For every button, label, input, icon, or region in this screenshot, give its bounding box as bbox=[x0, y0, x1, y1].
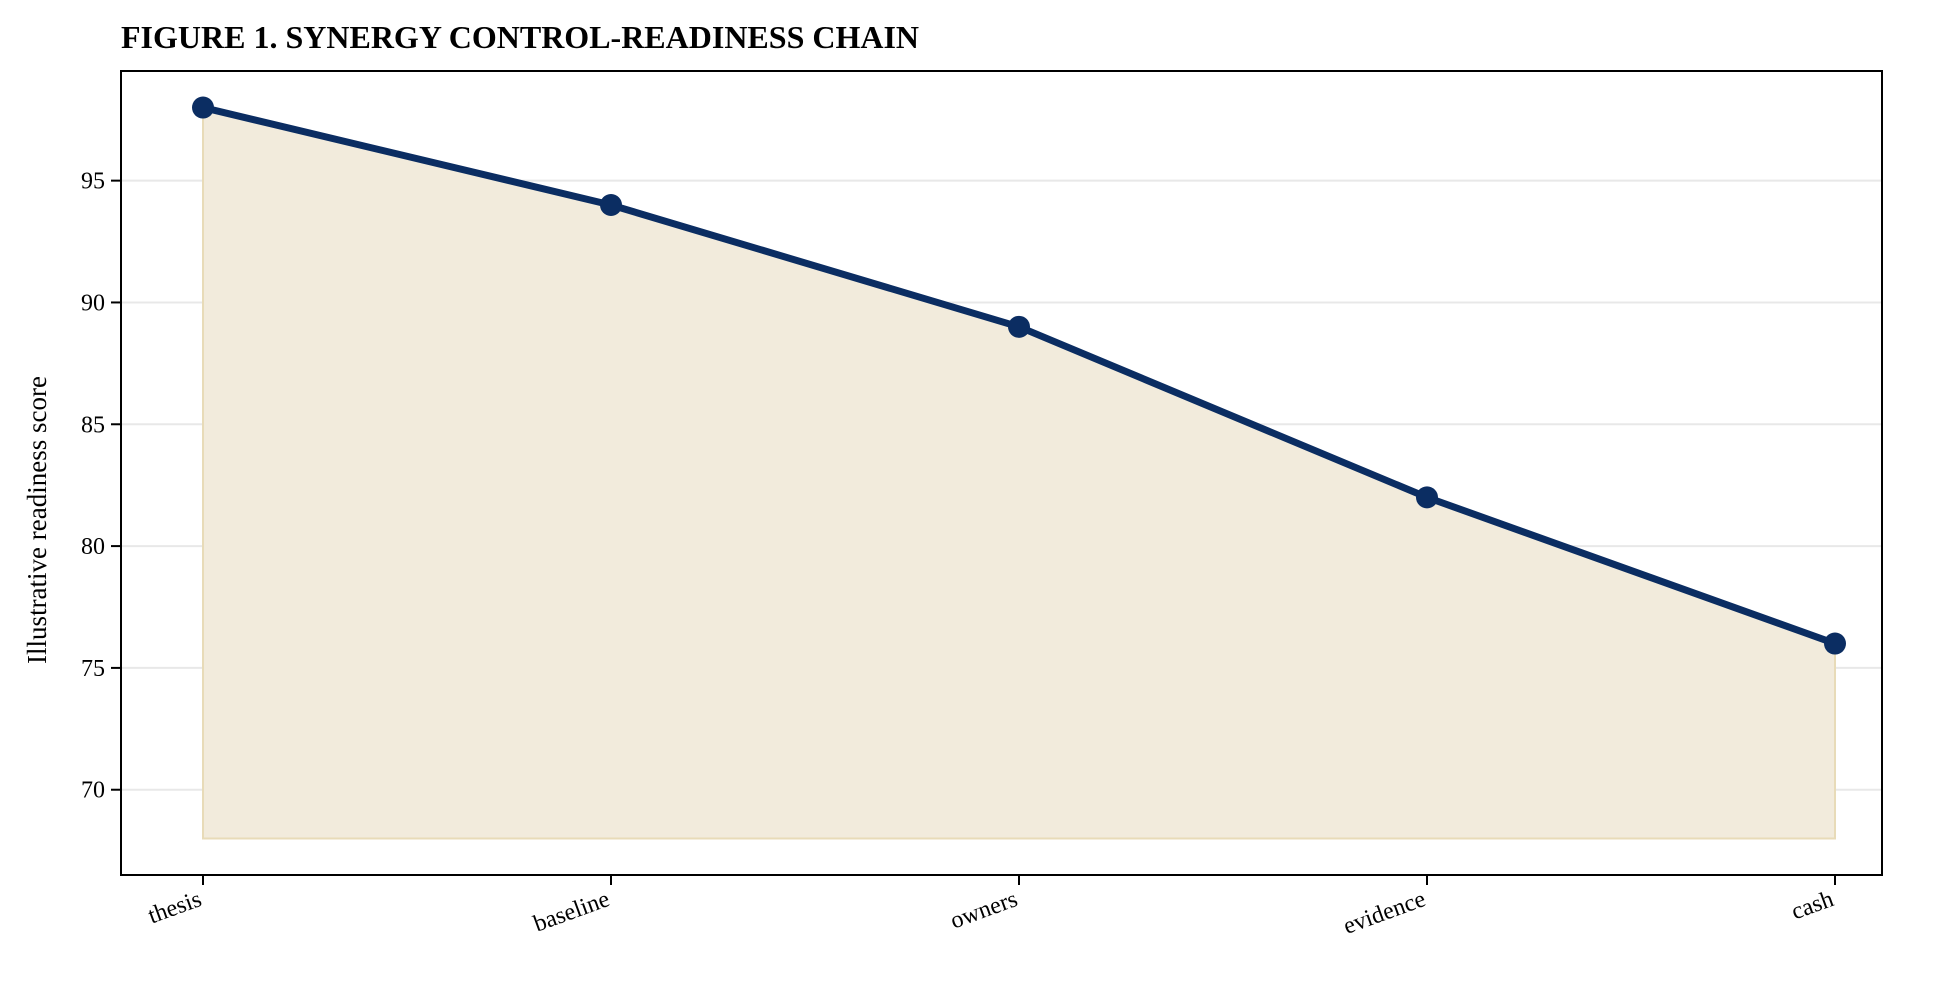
data-point bbox=[1008, 315, 1030, 338]
plot-frame bbox=[120, 70, 1883, 876]
data-point bbox=[192, 96, 214, 119]
y-axis-label: Illustrative readiness score bbox=[22, 376, 52, 664]
x-tick-label: thesis bbox=[145, 886, 205, 929]
data-point bbox=[1416, 486, 1438, 509]
x-tick-label: owners bbox=[947, 886, 1021, 934]
y-axis-ticks: 70 75 80 85 90 95 bbox=[81, 169, 121, 804]
x-axis-ticks: thesis baseline owners evidence cash bbox=[145, 875, 1837, 940]
y-tick-label: 90 bbox=[81, 290, 105, 316]
y-tick-label: 80 bbox=[81, 534, 105, 560]
x-tick-label: evidence bbox=[1340, 886, 1429, 940]
data-point bbox=[1824, 632, 1846, 655]
chart-title: FIGURE 1. SYNERGY CONTROL-READINESS CHAI… bbox=[121, 19, 919, 55]
x-tick-label: cash bbox=[1788, 886, 1837, 925]
x-tick-label: baseline bbox=[530, 886, 613, 937]
data-points bbox=[192, 96, 1846, 655]
y-tick-label: 70 bbox=[81, 778, 105, 804]
y-tick-label: 85 bbox=[81, 412, 105, 438]
plot-border bbox=[120, 70, 1883, 876]
data-point bbox=[600, 194, 622, 216]
area-fill bbox=[202, 106, 1836, 840]
y-tick-label: 75 bbox=[81, 656, 105, 682]
y-tick-label: 95 bbox=[81, 169, 105, 195]
